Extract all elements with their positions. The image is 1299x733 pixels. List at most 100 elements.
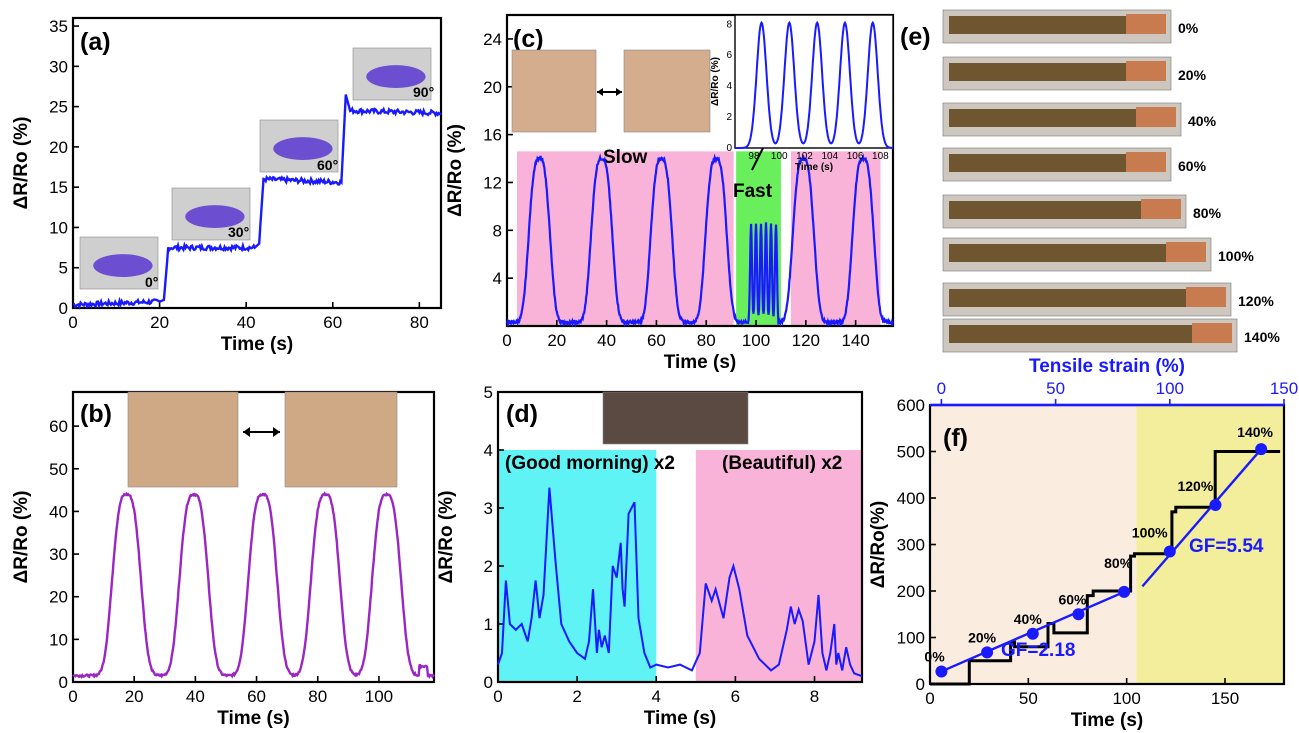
glove-shape — [93, 254, 153, 278]
panel-a-xtick-label: 60 — [323, 313, 342, 332]
strip-copper — [1126, 14, 1166, 34]
panel-b-axes: 0 20 40 60 80 100 0 10 20 30 40 50 60 Time (s) ΔR/Ro (… — [11, 390, 436, 729]
photo-throat — [602, 391, 749, 445]
strip-copper — [1141, 199, 1181, 219]
panel-f-point — [1072, 608, 1085, 621]
panel-f-point — [1255, 443, 1268, 456]
panel-c-ytick-label: 8 — [493, 221, 502, 240]
panel-d-panel-label: (d) — [506, 400, 538, 428]
panel-f-x2tick-label: 50 — [1046, 379, 1065, 398]
glove-shape — [273, 137, 333, 161]
panel-f-fit-line-2 — [1141, 448, 1263, 588]
panel-c-xtick-label: 20 — [547, 331, 566, 350]
strain-label: 120% — [1238, 293, 1274, 309]
panel-d-region — [498, 450, 657, 682]
panel-d-ytick-label: 2 — [484, 557, 493, 576]
inset-xtick-label: 98 — [748, 151, 760, 162]
photo-neck-bent — [623, 49, 711, 133]
panel-f-point-label: 0% — [924, 648, 945, 664]
panel-c-ytick-label: 24 — [483, 30, 502, 49]
fast-label: Fast — [733, 181, 773, 202]
panel-b-xtick-label: 0 — [68, 687, 77, 706]
strain-label: 0% — [1178, 20, 1199, 36]
panel-a-ytick-label: 20 — [49, 138, 68, 157]
panel-a-ytick-label: 30 — [49, 57, 68, 76]
strip-copper — [1166, 242, 1206, 262]
panel-a-panel-label: (a) — [80, 28, 111, 56]
inset-xlabel: Time (s) — [795, 162, 833, 173]
region-label-good-morning: (Good morning) x2 — [505, 453, 675, 474]
panel-c-xtick-label: 60 — [647, 331, 666, 350]
strip-copper — [1126, 61, 1166, 81]
panel-f-xtick-label: 0 — [925, 689, 934, 708]
panel-a-ytick-label: 35 — [49, 17, 68, 36]
strip-sample — [949, 154, 1165, 172]
panel-f-point-label: 40% — [1014, 611, 1043, 627]
panel-b-xtick-label: 40 — [186, 687, 205, 706]
panel-a-xtick-label: 80 — [410, 313, 429, 332]
panel-c-series-line — [505, 153, 895, 328]
panel-c-region — [790, 151, 881, 326]
panel-f-ylabel: ΔR/Ro(%) — [868, 501, 889, 589]
panel-b-ytick-label: 60 — [49, 417, 68, 436]
strip-sample — [949, 109, 1175, 127]
strip-copper — [1126, 152, 1166, 172]
panel-f-step-line — [930, 450, 1281, 686]
panel-d-xtick-label: 6 — [731, 687, 740, 706]
strip-copper — [1136, 107, 1176, 127]
panel-f-ytick-label: 400 — [897, 489, 925, 508]
strain-label: 80% — [1193, 205, 1222, 221]
strain-label: 140% — [1244, 329, 1280, 345]
panel-d-ytick-label: 3 — [484, 499, 493, 518]
panel-f-point — [1209, 498, 1222, 511]
panel-b-xtick-label: 100 — [365, 687, 393, 706]
panel-d-xtick-label: 2 — [572, 687, 581, 706]
panel-f-ytick-label: 200 — [897, 582, 925, 601]
panel-f-x2tick-label: 150 — [1270, 379, 1298, 398]
panel-d-xlabel: Time (s) — [644, 708, 717, 729]
panel-c-xtick-label: 0 — [502, 331, 511, 350]
panel-d-xtick-label: 8 — [810, 687, 819, 706]
angle-label: 90° — [413, 84, 434, 100]
panel-f-ytick-label: 500 — [897, 443, 925, 462]
panel-f-ytick-label: 0 — [916, 675, 925, 694]
panel-c-xtick-label: 100 — [742, 331, 770, 350]
inset-arrow — [751, 147, 764, 171]
panel-f-x2label: Tensile strain (%) — [1029, 356, 1185, 377]
inset-ytick-label: 6 — [726, 50, 732, 61]
panel-f-point-label: 100% — [1132, 524, 1168, 540]
panel-f-point — [935, 665, 948, 678]
panel-f-xtick-label: 100 — [1112, 689, 1140, 708]
strip-copper — [1186, 287, 1226, 307]
panel-a-ytick-label: 15 — [49, 178, 68, 197]
panel-c-xtick-label: 40 — [597, 331, 616, 350]
photo-back-bent — [284, 391, 398, 488]
glove-shape — [366, 65, 426, 89]
panel-c-ytick-label: 12 — [483, 173, 502, 192]
inset-xtick-label: 100 — [771, 151, 788, 162]
panel-b-ytick-label: 30 — [49, 545, 68, 564]
panel-d-region — [695, 450, 862, 682]
panel-c-frame — [505, 13, 895, 328]
panel-a-axes: 0 20 40 60 80 0 5 10 15 20 25 30 35 Time (s) ΔR/Ro (%)… — [11, 16, 443, 355]
panel-f-point — [1163, 545, 1176, 558]
slow-label: Slow — [603, 147, 648, 168]
photo-neck-straight — [511, 49, 597, 133]
panel-b-ylabel: ΔR/Ro (%) — [11, 491, 32, 584]
panel-f-point-label: 120% — [1177, 478, 1213, 494]
panel-b-ytick-label: 20 — [49, 588, 68, 607]
panel-f-xtick-label: 150 — [1211, 689, 1239, 708]
panel-f-ytick-label: 300 — [897, 536, 925, 555]
panel-b-panel-label: (b) — [80, 400, 112, 428]
panel-f-x2tick-label: 0 — [937, 379, 946, 398]
panel-b-ytick-label: 40 — [49, 502, 68, 521]
panel-d-ytick-label: 0 — [484, 673, 493, 692]
strain-label: 20% — [1178, 67, 1207, 83]
panel-a-xtick-label: 20 — [150, 313, 169, 332]
inset-ytick-label: 4 — [726, 81, 732, 92]
panel-b-xlabel: Time (s) — [217, 708, 290, 729]
panel-a-ytick-label: 0 — [59, 299, 68, 318]
angle-label: 0° — [145, 274, 158, 290]
angle-label: 60° — [317, 157, 338, 173]
